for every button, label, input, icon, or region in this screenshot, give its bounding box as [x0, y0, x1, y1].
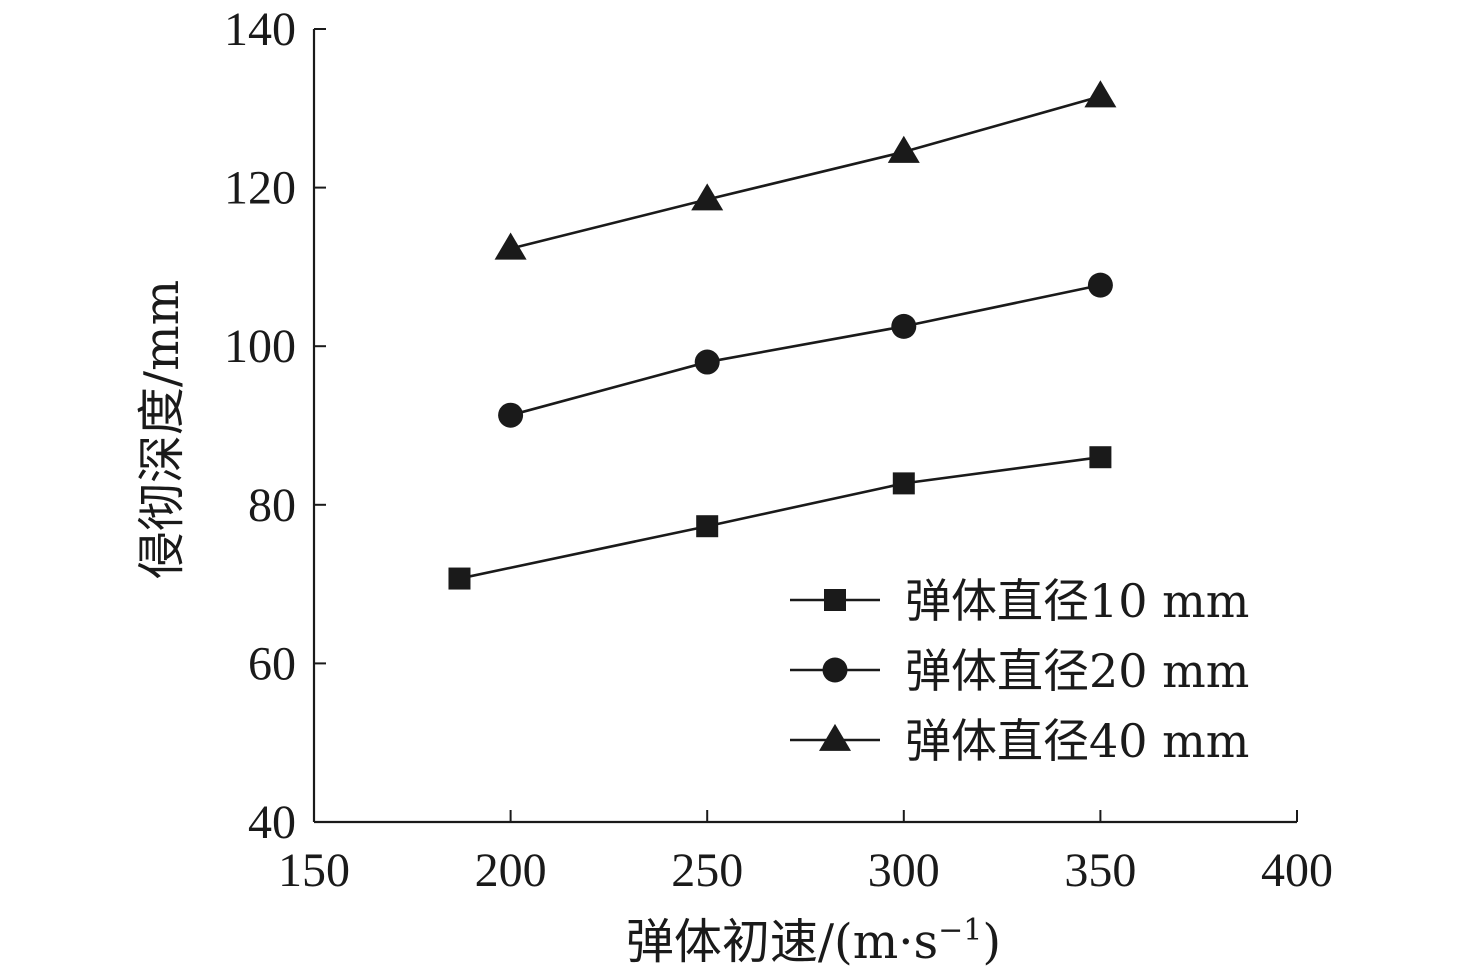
axes [312, 29, 1297, 824]
data-point-square [1089, 446, 1112, 469]
x-tick-label: 200 [475, 844, 547, 897]
x-axis-title-main: 弹体初速/(m·s [626, 914, 938, 970]
data-point-square [892, 472, 915, 495]
data-point-circle [891, 313, 917, 339]
y-tick-label: 40 [248, 796, 296, 849]
series-square [448, 446, 1112, 590]
legend-item: 弹体直径10 mm [790, 574, 1249, 628]
legend-marker-square [824, 589, 846, 611]
legend-item: 弹体直径20 mm [790, 644, 1249, 698]
legend-label: 弹体直径40 mm [905, 714, 1249, 768]
data-point-triangle [887, 135, 920, 163]
data-point-square [696, 515, 719, 538]
x-tick-label: 300 [868, 844, 940, 897]
series-circle [498, 272, 1113, 428]
y-tick-label: 100 [224, 320, 296, 373]
x-axis-title-tail: ) [982, 914, 1001, 970]
x-tick-label: 150 [278, 844, 350, 897]
y-tick-label: 80 [248, 479, 296, 532]
legend-label: 弹体直径10 mm [905, 574, 1249, 628]
x-tick-label: 250 [671, 844, 743, 897]
data-point-square [448, 567, 471, 590]
data-point-circle [1087, 272, 1113, 298]
legend-label: 弹体直径20 mm [905, 644, 1249, 698]
data-point-circle [498, 402, 524, 428]
legend: 弹体直径10 mm 弹体直径20 mm 弹体直径40 mm [790, 574, 1249, 768]
y-tick-label: 140 [224, 3, 296, 56]
data-point-circle [694, 349, 720, 375]
x-ticks: 150 200 250 300 350 400 [278, 810, 1333, 897]
y-axis-title: 侵彻深度/mm [134, 280, 190, 579]
series-triangle [494, 80, 1117, 260]
series-layer [448, 80, 1117, 590]
series-line [510, 283, 1101, 417]
x-axis-title-superscript: −1 [938, 913, 982, 948]
y-tick-label: 60 [248, 637, 296, 690]
y-tick-label: 120 [224, 162, 296, 215]
legend-marker-triangle [819, 723, 851, 751]
legend-marker-circle [822, 657, 848, 683]
y-ticks: 40 60 80 100 120 140 [224, 3, 326, 849]
series-line [510, 95, 1101, 250]
x-axis-title: 弹体初速/(m·s−1) [626, 913, 1001, 970]
series-line [459, 455, 1101, 580]
legend-item: 弹体直径40 mm [790, 714, 1249, 768]
x-tick-label: 400 [1261, 844, 1333, 897]
data-point-triangle [691, 183, 724, 211]
data-point-triangle [1084, 80, 1117, 108]
x-tick-label: 350 [1064, 844, 1136, 897]
data-point-triangle [494, 232, 527, 260]
